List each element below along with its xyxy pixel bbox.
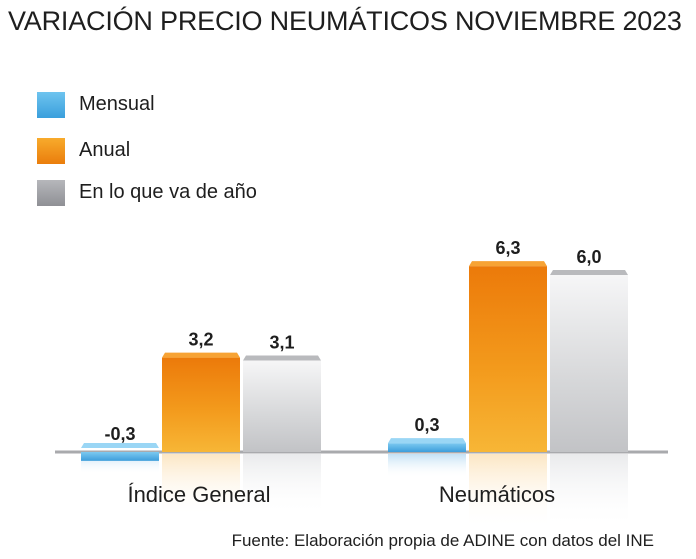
bar-indice-general-en-lo-que-va-de-ano <box>243 360 321 452</box>
legend-label-mensual: Mensual <box>79 93 155 115</box>
value-label-indice-general-mensual: -0,3 <box>104 424 135 444</box>
bar-cap-indice-general-en-lo-que-va-de-ano <box>243 355 321 361</box>
value-labels: -0,3 3,2 3,1 0,3 6,3 6,0 <box>104 238 601 444</box>
bar-cap-neumaticos-anual <box>469 261 547 267</box>
legend-swatch-mensual <box>37 92 65 118</box>
bar-indice-general-anual <box>162 357 240 452</box>
source-note: Fuente: Elaboración propia de ADINE con … <box>231 531 654 550</box>
bar-cap-neumaticos-en-lo-que-va-de-ano <box>550 270 628 275</box>
bar-indice-general-mensual <box>81 452 159 461</box>
legend-swatch-en-lo-que-va-de-ano <box>37 180 65 206</box>
category-labels: Índice General Neumáticos <box>127 482 555 507</box>
bar-neumaticos-mensual <box>388 443 466 452</box>
value-label-neumaticos-anual: 6,3 <box>495 238 520 258</box>
bar-cap-indice-general-mensual <box>81 443 159 448</box>
value-label-neumaticos-mensual: 0,3 <box>414 415 439 435</box>
bar-neumaticos-anual <box>469 266 547 452</box>
chart-title: VARIACIÓN PRECIO NEUMÁTICOS NOVIEMBRE 20… <box>8 6 682 36</box>
legend-swatch-anual <box>37 138 65 164</box>
bar-reflection-indice-general-en-lo-que-va-de-ano <box>243 454 321 516</box>
bar-cap-neumaticos-mensual <box>388 438 466 444</box>
category-label-indice-general: Índice General <box>127 482 270 507</box>
bar-neumaticos-en-lo-que-va-de-ano <box>550 275 628 452</box>
legend-label-anual: Anual <box>79 139 131 161</box>
legend-label-en-lo-que-va-de-ano: En lo que va de año <box>79 181 257 203</box>
value-label-neumaticos-en-lo-que-va-de-ano: 6,0 <box>576 247 601 267</box>
bars <box>81 261 628 461</box>
bar-reflection-neumaticos-mensual <box>388 454 466 478</box>
bar-reflection-indice-general-anual <box>162 454 240 517</box>
category-label-neumaticos: Neumáticos <box>439 482 555 507</box>
bar-reflection-neumaticos-anual <box>469 454 547 529</box>
value-label-indice-general-anual: 3,2 <box>188 330 213 350</box>
bar-reflection-neumaticos-en-lo-que-va-de-ano <box>550 454 628 529</box>
bar-cap-indice-general-anual <box>162 352 240 358</box>
value-label-indice-general-en-lo-que-va-de-ano: 3,1 <box>269 333 294 353</box>
